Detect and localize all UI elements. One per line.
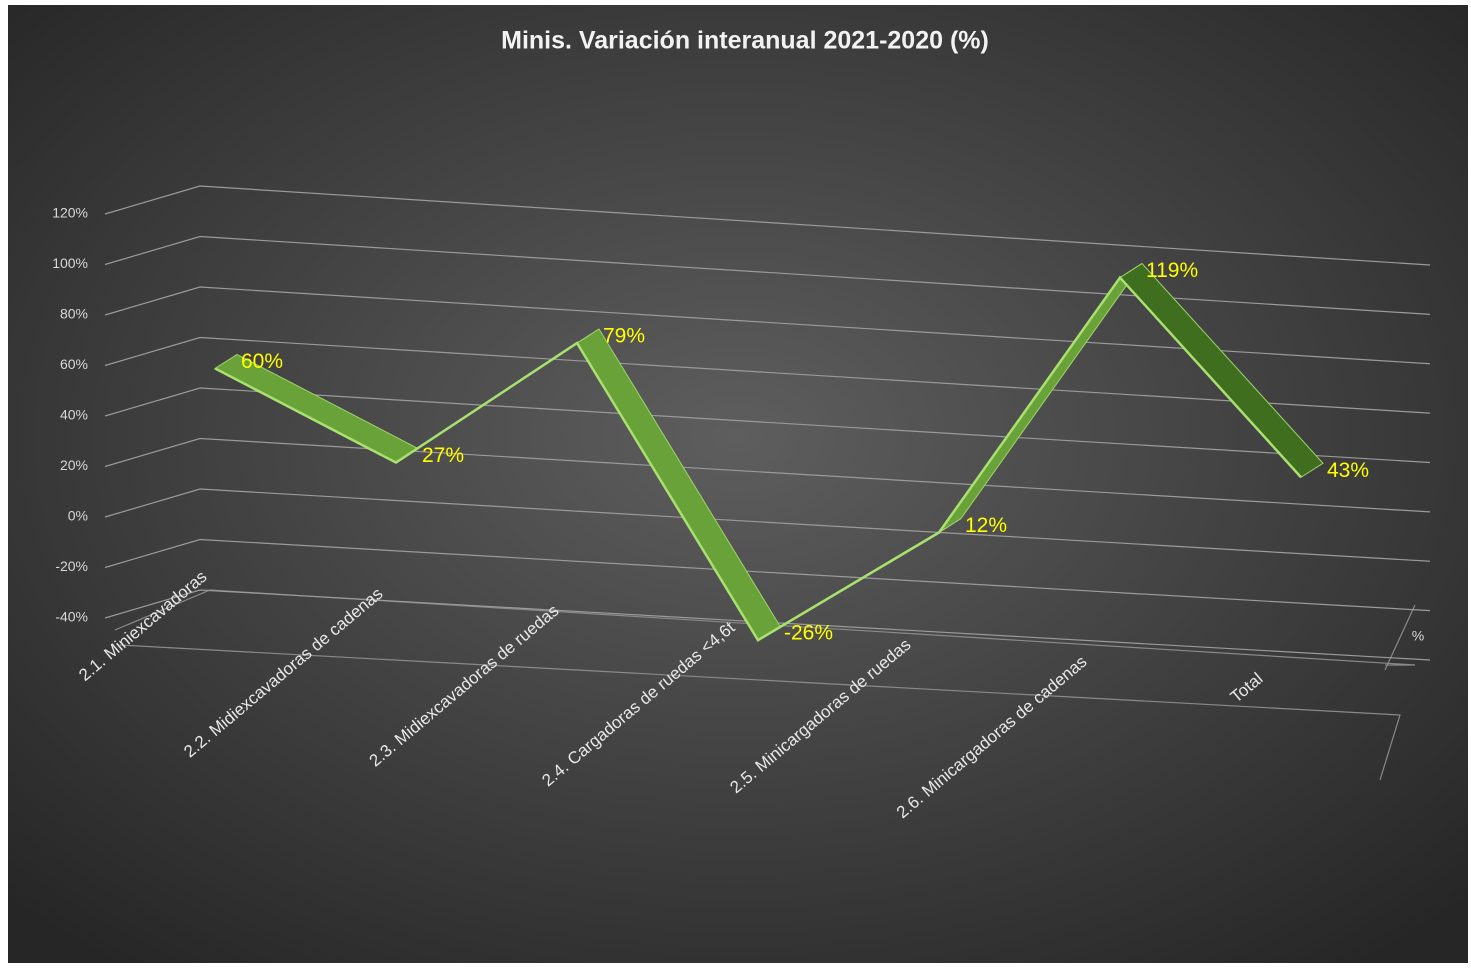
grid-line (104, 185, 1431, 266)
y-tick-label: 20% (60, 457, 88, 473)
y-tick-label: 0% (68, 508, 88, 524)
y-tick-label: -40% (55, 609, 88, 625)
data-label: -26% (784, 622, 833, 645)
data-label: 43% (1327, 459, 1369, 482)
line (214, 275, 1302, 642)
floor (114, 589, 1416, 781)
floor-front (119, 644, 1401, 781)
y-tick-label: 60% (60, 356, 88, 372)
grid-line (104, 336, 1431, 414)
grid-line (104, 235, 1431, 315)
chart-title: Minis. Variación interanual 2021-2020 (%… (501, 27, 989, 55)
data-label: 79% (603, 325, 645, 348)
data-label: 119% (1146, 259, 1198, 282)
data-label: 60% (241, 350, 283, 373)
grid-line (104, 286, 1431, 365)
grid-line (104, 488, 1431, 562)
y-tick-label: 100% (52, 255, 88, 271)
chart-area (8, 5, 1468, 963)
data-label: 12% (965, 514, 1007, 537)
legend-entry: % (1412, 628, 1424, 644)
grid-line (104, 538, 1431, 612)
grid-line (104, 589, 1431, 661)
grid-line (104, 437, 1431, 513)
data-label: 27% (422, 444, 464, 467)
y-tick-label: 120% (52, 205, 88, 221)
y-tick-label: 40% (60, 407, 88, 423)
y-tick-label: 80% (60, 306, 88, 322)
floor-edge (114, 589, 1416, 666)
grid-line (104, 387, 1431, 464)
y-tick-label: -20% (55, 558, 88, 574)
depth-axis (1384, 604, 1416, 671)
